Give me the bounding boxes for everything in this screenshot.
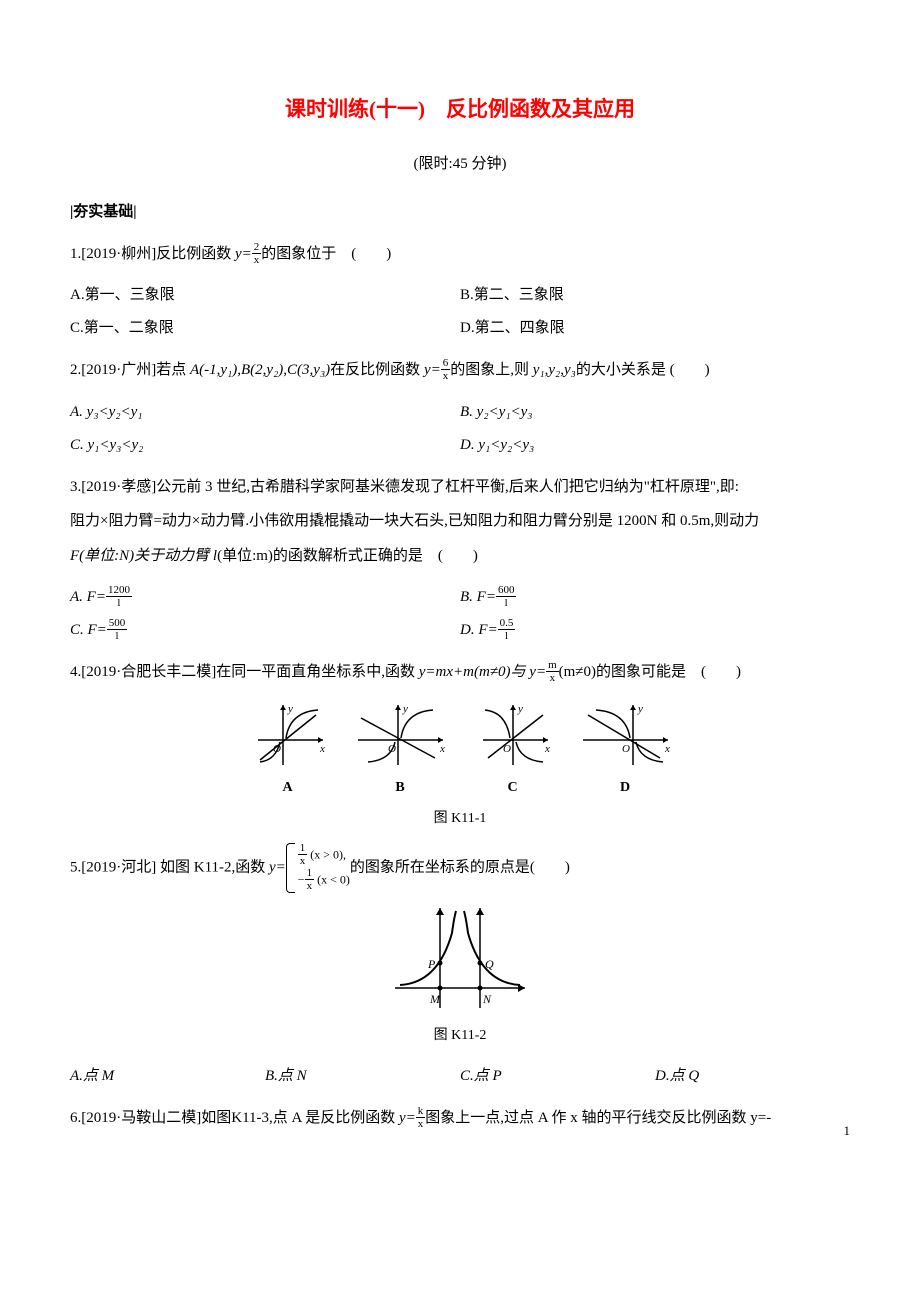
q4-label-c: C	[473, 775, 553, 802]
q4-label-a: A	[248, 775, 328, 802]
graph-b-svg: O x y	[353, 700, 448, 770]
q5-figure: P Q M N	[70, 903, 850, 1013]
q5-opt-d: D.点 Q	[655, 1060, 850, 1093]
q2-text-b: 在反比例函数	[330, 362, 424, 378]
svg-text:y: y	[517, 703, 523, 715]
q4-graph-a: O x y A	[248, 700, 328, 802]
svg-text:x: x	[664, 743, 670, 755]
q4-yeq: y=	[529, 664, 546, 680]
svg-text:P: P	[427, 957, 436, 971]
q3-line3: F(单位:N)关于动力臂 l(单位:m)的函数解析式正确的是 ( )	[70, 539, 850, 574]
question-2: 2.[2019·广州]若点 A(-1,y₁),B(2,y₂),C(3,y₃)在反…	[70, 353, 850, 388]
question-1: 1.[2019·柳州]反比例函数 y=2x的图象位于 ( )	[70, 237, 850, 272]
q3-opt-c: C. F=500l	[70, 614, 460, 647]
q2-text-a: 2.[2019·广州]若点	[70, 362, 190, 378]
q5-yeq: y=	[269, 860, 286, 876]
question-6: 6.[2019·马鞍山二模]如图K11-3,点 A 是反比例函数 y=kx图象上…	[70, 1101, 850, 1136]
time-limit: (限时:45 分钟)	[70, 150, 850, 179]
svg-text:y: y	[287, 703, 293, 715]
q3-line1: 3.[2019·孝感]公元前 3 世纪,古希腊科学家阿基米德发现了杠杆平衡,后来…	[70, 470, 850, 505]
q3-opt-b: B. F=600l	[460, 581, 850, 614]
svg-text:x: x	[319, 743, 325, 755]
page-number: 1	[844, 1119, 851, 1144]
q4-text-b: y=mx+m(m≠0)与	[419, 664, 530, 680]
q4-text-c: (m≠0)的图象可能是 ( )	[559, 664, 741, 680]
svg-text:M: M	[429, 992, 441, 1006]
q5-options: A.点 M B.点 N C.点 P D.点 Q	[70, 1060, 850, 1093]
graph-c-svg: O x y	[473, 700, 553, 770]
q1-options: A.第一、三象限 B.第二、三象限 C.第一、二象限 D.第二、四象限	[70, 279, 850, 345]
q2-text-d: 的大小关系是 ( )	[576, 362, 710, 378]
q1-frac: 2x	[252, 241, 262, 266]
q1-text-a: 1.[2019·柳州]反比例函数	[70, 246, 235, 262]
q1-text-b: 的图象位于 ( )	[261, 246, 391, 262]
q2-opt-a: A. y₃<y₂<y₁	[70, 396, 460, 429]
svg-text:x: x	[544, 743, 550, 755]
q6-frac: kx	[416, 1105, 426, 1130]
q1-opt-c: C.第一、二象限	[70, 312, 460, 345]
q6-text-b: 图象上一点,过点 A 作 x 轴的平行线交反比例函数 y=-	[425, 1110, 771, 1126]
q4-caption: 图 K11-1	[70, 806, 850, 833]
q2-frac: 6x	[441, 357, 451, 382]
q2-yeq: y=	[424, 362, 441, 378]
q4-label-b: B	[353, 775, 448, 802]
q6-text-a: 6.[2019·马鞍山二模]如图K11-3,点 A 是反比例函数	[70, 1110, 399, 1126]
q2-opt-c: C. y₁<y₃<y₂	[70, 429, 460, 462]
q4-frac: mx	[546, 659, 559, 684]
q3-line2: 阻力×阻力臂=动力×动力臂.小伟欲用撬棍撬动一块大石头,已知阻力和阻力臂分别是 …	[70, 504, 850, 539]
q5-opt-b: B.点 N	[265, 1060, 460, 1093]
graph-d-svg: O x y	[578, 700, 673, 770]
question-4: 4.[2019·合肥长丰二模]在同一平面直角坐标系中,函数 y=mx+m(m≠0…	[70, 655, 850, 690]
svg-text:O: O	[622, 743, 630, 755]
q3-opt-d: D. F=0.5l	[460, 614, 850, 647]
q6-yeq: y=	[399, 1110, 416, 1126]
q5-caption: 图 K11-2	[70, 1023, 850, 1050]
section-header: |夯实基础|	[70, 198, 850, 227]
svg-text:y: y	[402, 703, 408, 715]
q2-pts: A(-1,y₁),B(2,y₂),C(3,y₃)	[190, 362, 330, 378]
q2-ys: y₁,y₂,y₃	[533, 362, 576, 378]
q3-options: A. F=1200l B. F=600l C. F=500l D. F=0.5l	[70, 581, 850, 647]
q5-text-a: 5.[2019·河北] 如图 K11-2,函数	[70, 860, 269, 876]
graph-a-svg: O x y	[248, 700, 328, 770]
q2-text-c: 的图象上,则	[450, 362, 533, 378]
q2-opt-d: D. y₁<y₂<y₃	[460, 429, 850, 462]
q2-options: A. y₃<y₂<y₁ B. y₂<y₁<y₃ C. y₁<y₃<y₂ D. y…	[70, 396, 850, 462]
q4-graph-c: O x y C	[473, 700, 553, 802]
q4-text-a: 4.[2019·合肥长丰二模]在同一平面直角坐标系中,函数	[70, 664, 419, 680]
svg-text:Q: Q	[485, 957, 494, 971]
q2-opt-b: B. y₂<y₁<y₃	[460, 396, 850, 429]
q4-graphs: O x y A O x y B O x	[70, 700, 850, 802]
page-title: 课时训练(十一) 反比例函数及其应用	[70, 90, 850, 130]
svg-text:N: N	[482, 992, 492, 1006]
question-3: 3.[2019·孝感]公元前 3 世纪,古希腊科学家阿基米德发现了杠杆平衡,后来…	[70, 470, 850, 574]
q5-opt-a: A.点 M	[70, 1060, 265, 1093]
q4-graph-b: O x y B	[353, 700, 448, 802]
q1-opt-d: D.第二、四象限	[460, 312, 850, 345]
q4-label-d: D	[578, 775, 673, 802]
q5-piecewise: 1x (x > 0), −1x (x < 0)	[286, 843, 350, 893]
q4-graph-d: O x y D	[578, 700, 673, 802]
q1-opt-a: A.第一、三象限	[70, 279, 460, 312]
svg-text:x: x	[439, 743, 445, 755]
q3-opt-a: A. F=1200l	[70, 581, 460, 614]
svg-text:y: y	[637, 703, 643, 715]
q5-svg: P Q M N	[390, 903, 530, 1013]
q5-opt-c: C.点 P	[460, 1060, 655, 1093]
q1-opt-b: B.第二、三象限	[460, 279, 850, 312]
q5-text-b: 的图象所在坐标系的原点是( )	[350, 860, 570, 876]
question-5: 5.[2019·河北] 如图 K11-2,函数 y= 1x (x > 0), −…	[70, 843, 850, 893]
q1-yeq: y=	[235, 246, 252, 262]
